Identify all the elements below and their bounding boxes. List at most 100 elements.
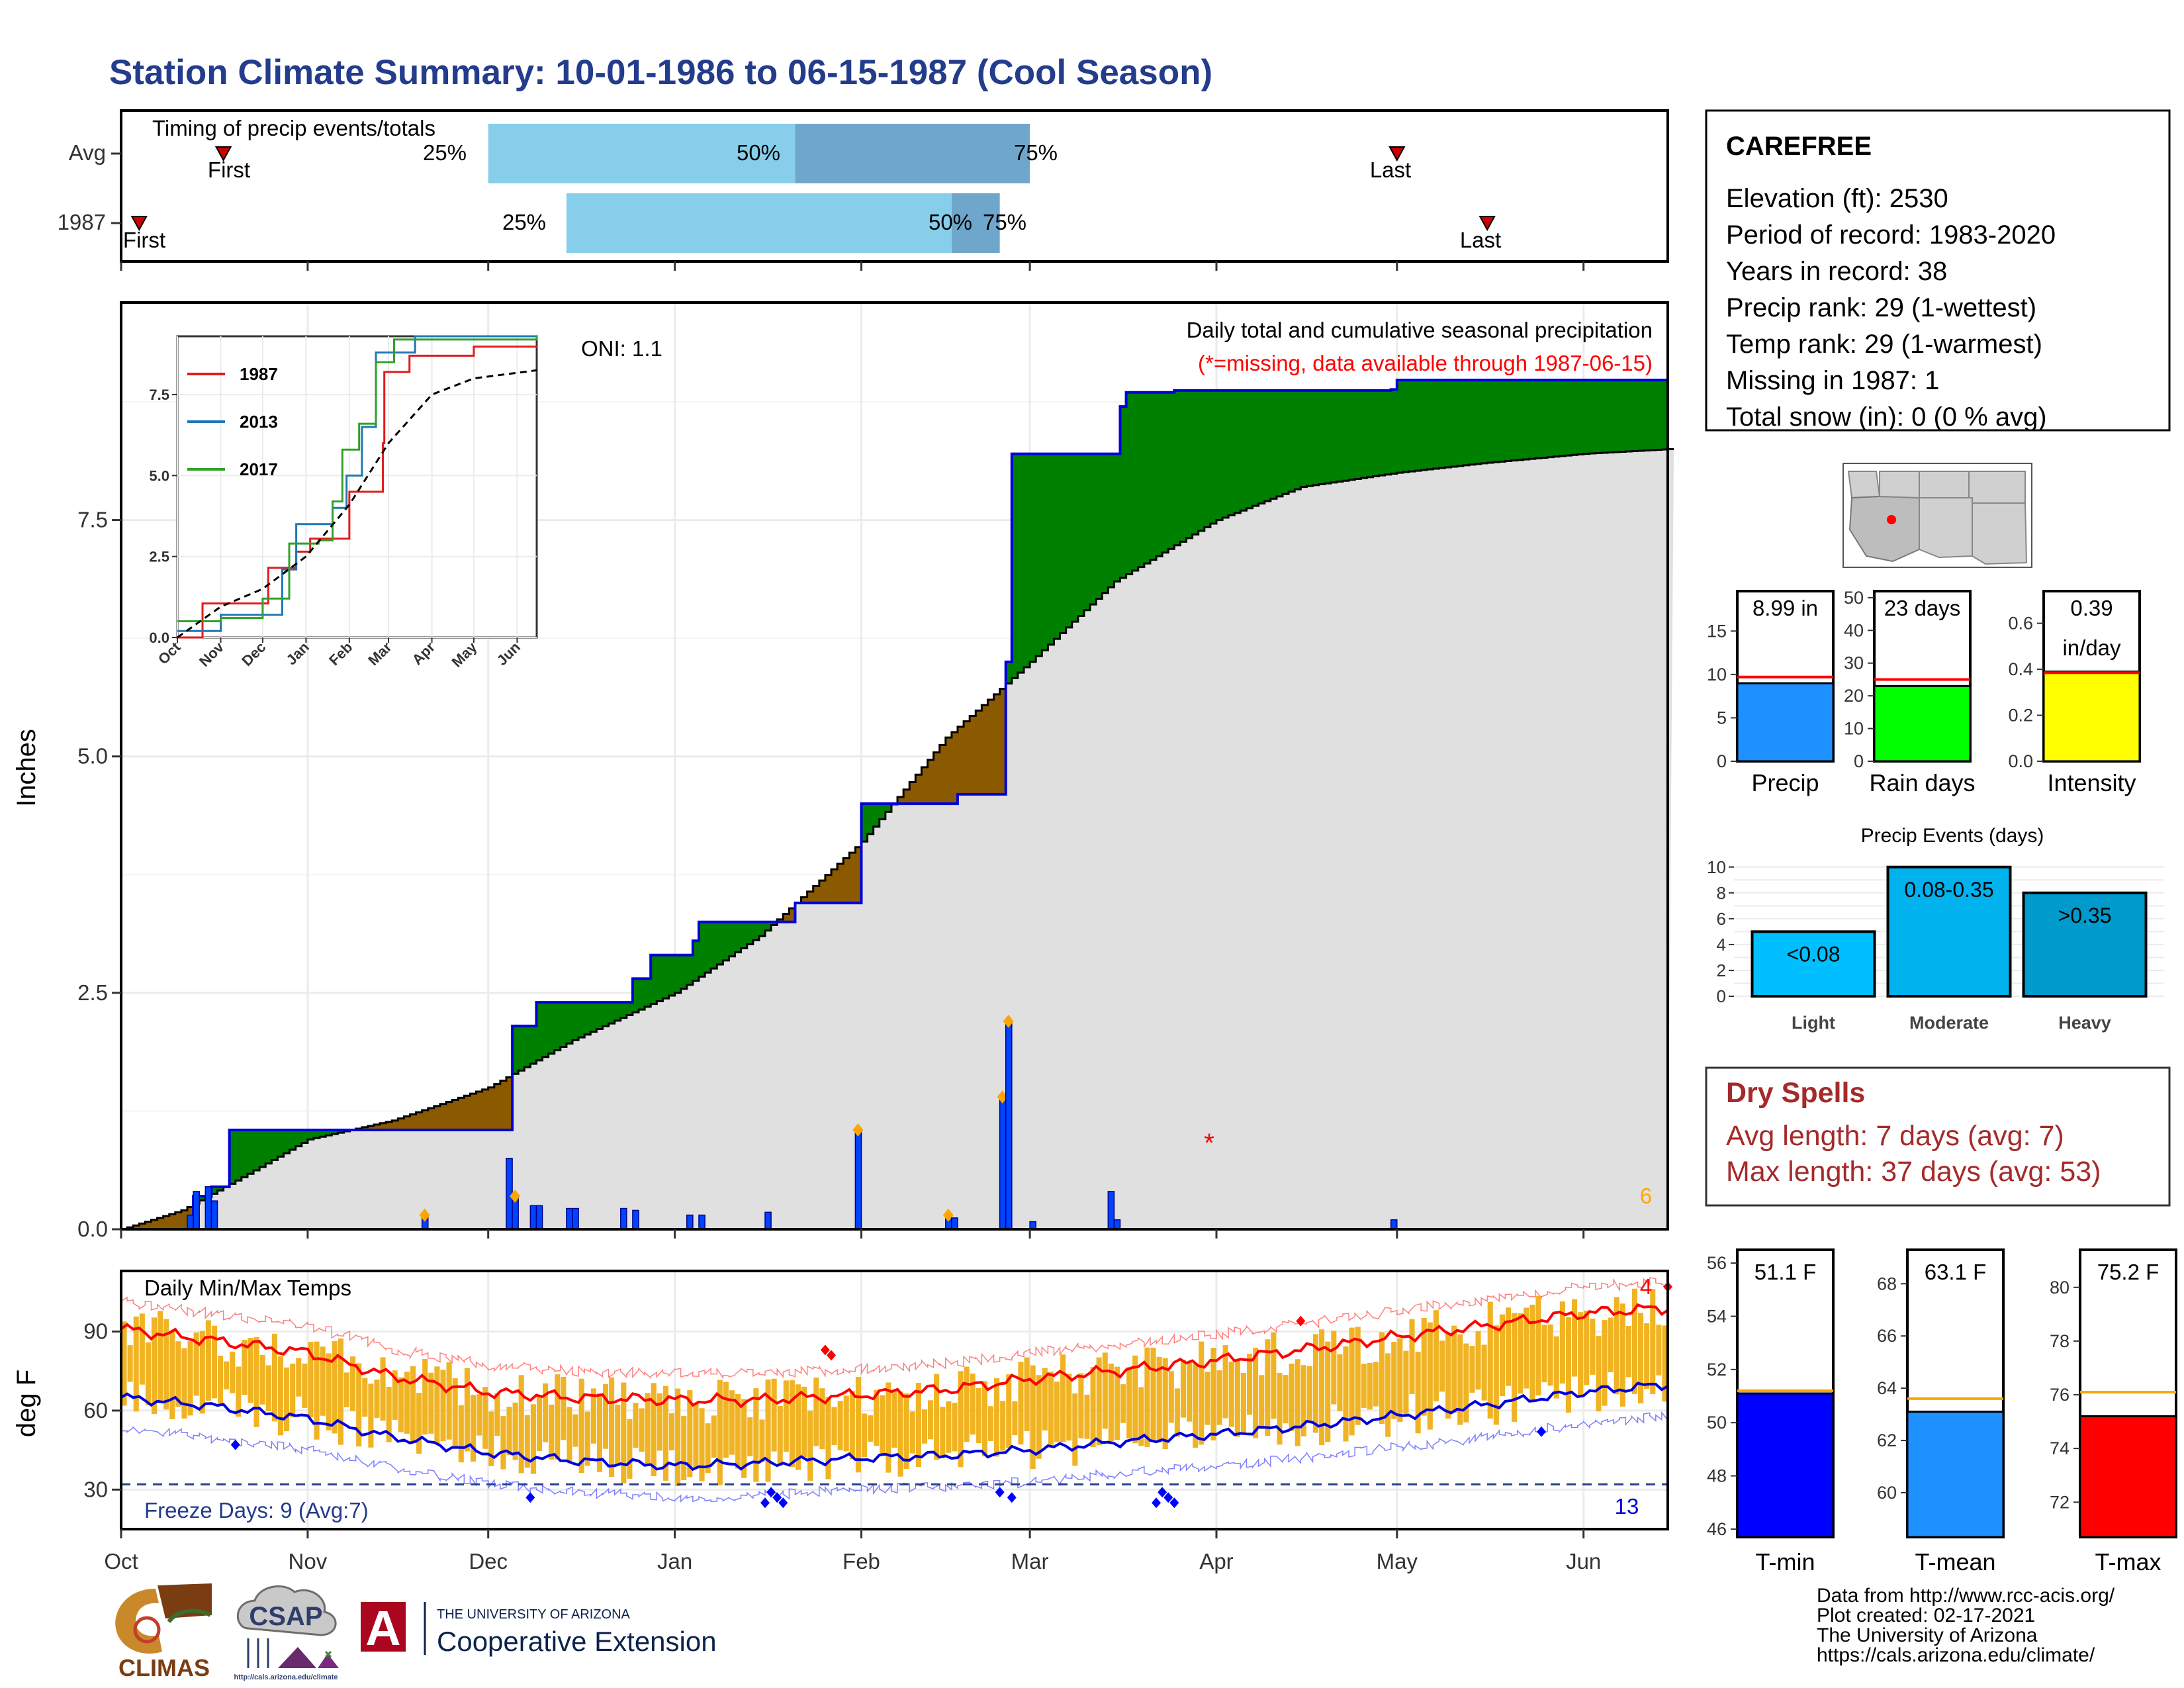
station-years: Years in record: 38 (1726, 257, 1947, 286)
daily-temp-bar (1614, 1297, 1619, 1395)
daily-temp-bar (392, 1370, 398, 1420)
daily-temp-bar (1463, 1343, 1469, 1423)
daily-temp-bar (1012, 1401, 1018, 1436)
daily-temp-bar (1000, 1401, 1006, 1451)
temp-bar-tick-label: 66 (1877, 1326, 1897, 1346)
daily-precip-bar (535, 1205, 543, 1230)
daily-precip-bar (187, 1214, 194, 1230)
daily-precip-bar (572, 1207, 579, 1230)
daily-temp-bar (482, 1387, 488, 1449)
daily-temp-bar (1271, 1332, 1277, 1419)
temp-bar-1 (1906, 1411, 2005, 1538)
daily-temp-bar (205, 1320, 211, 1401)
daily-temp-bar (921, 1409, 928, 1444)
daily-temp-bar (855, 1377, 861, 1473)
inset-series-2017 (177, 336, 538, 623)
inset-ytick-label: 0.0 (149, 630, 169, 646)
daily-temp-bar (1487, 1301, 1493, 1419)
daily-temp-bar (1547, 1324, 1553, 1386)
daily-temp-bar (1120, 1384, 1126, 1423)
daily-temp-bar (242, 1339, 248, 1395)
precip-ytick-label: 0.0 (77, 1217, 108, 1241)
mini-bar-tick-label: 10 (1707, 665, 1727, 684)
inset-legend-2013: 2013 (240, 412, 278, 432)
daily-temp-bar (1445, 1333, 1451, 1419)
daily-temp-bar (1084, 1394, 1090, 1439)
record-high-marker (827, 1350, 837, 1361)
daily-temp-bar (1054, 1382, 1060, 1442)
daily-temp-bar (795, 1384, 801, 1470)
dry-spells-avg: Avg length: 7 days (avg: 7) (1726, 1120, 2064, 1152)
dry-spells-title: Dry Spells (1726, 1077, 1865, 1109)
daily-temp-bar (934, 1374, 940, 1460)
daily-temp-bar (1187, 1361, 1193, 1422)
daily-precip-marker (852, 1123, 864, 1137)
daily-temp-bar (1283, 1375, 1289, 1424)
daily-temp-bar (488, 1411, 494, 1466)
daily-temp-bar (1222, 1345, 1228, 1419)
daily-temp-bar (145, 1342, 151, 1405)
daily-temp-bar (1631, 1288, 1638, 1394)
daily-temp-bar (1060, 1354, 1066, 1442)
record-low-marker (1169, 1497, 1179, 1509)
mini-bar-label: Intensity (2047, 769, 2136, 796)
daily-temp-bar (446, 1362, 452, 1440)
mini-bar-tick-label: 10 (1844, 719, 1864, 739)
freeze-days-label: Freeze Days: 9 (Avg:7) (144, 1498, 369, 1523)
daily-temp-bar (139, 1313, 145, 1385)
daily-temp-bar (374, 1380, 380, 1418)
temp-count-high: 4 (1640, 1274, 1652, 1299)
temp-ytick-label: 90 (83, 1319, 108, 1344)
daily-temp-bar (1126, 1367, 1132, 1438)
temp-bar-tick-label: 54 (1707, 1306, 1727, 1326)
station-elevation: Elevation (ft): 2530 (1726, 184, 1948, 213)
daily-temp-bar (1205, 1372, 1210, 1425)
daily-temp-bar (1433, 1310, 1439, 1402)
daily-temp-bar (1006, 1374, 1012, 1448)
daily-temp-bar (308, 1342, 314, 1418)
daily-precip-bar (566, 1207, 573, 1230)
daily-temp-bar (536, 1396, 543, 1452)
station-info-box: CAREFREE Elevation (ft): 2530 Period of … (1705, 109, 2171, 432)
daily-temp-bar (320, 1346, 326, 1416)
daily-temp-bar (326, 1353, 332, 1430)
daily-temp-bar (386, 1386, 392, 1442)
daily-temp-bar (1144, 1347, 1150, 1447)
daily-temp-bar (163, 1319, 169, 1410)
daily-temp-bar (729, 1390, 735, 1455)
temp-ytick-label: 30 (83, 1477, 108, 1501)
station-period: Period of record: 1983-2020 (1726, 220, 2056, 250)
precip-y-axis-label: Inches (12, 729, 41, 807)
daily-temp-bar (236, 1366, 242, 1417)
record-low-marker (1537, 1426, 1547, 1437)
temp-y-axis-label: deg F (12, 1370, 41, 1437)
daily-temp-bar (1602, 1320, 1608, 1406)
daily-temp-bar (753, 1388, 759, 1482)
daily-temp-bar (1409, 1319, 1415, 1394)
record-low-marker (1163, 1492, 1173, 1503)
station-temp-rank: Temp rank: 29 (1-warmest) (1726, 330, 2042, 359)
footer-line-2: Plot created: 02-17-2021 (1817, 1605, 2035, 1626)
daily-temp-bar (705, 1423, 711, 1474)
daily-temp-bar (422, 1358, 428, 1435)
daily-temp-bar (1072, 1393, 1078, 1466)
record-low-marker (766, 1487, 776, 1498)
daily-temp-bar (1150, 1347, 1156, 1442)
daily-temp-bar (1439, 1340, 1445, 1392)
daily-temp-bar (1512, 1313, 1518, 1422)
daily-precip-bar (999, 1096, 1007, 1230)
mini-bar-tick-label: 30 (1844, 653, 1864, 673)
daily-temp-bar (561, 1377, 567, 1440)
temp-bar-value: 75.2 F (2097, 1260, 2160, 1284)
station-location-dot (1887, 515, 1896, 524)
daily-temp-bar (1553, 1336, 1559, 1399)
daily-precip-bar (632, 1209, 639, 1230)
footer-line-4: https://cals.arizona.edu/climate/ (1817, 1644, 2095, 1666)
events-bar-1 (1886, 865, 2012, 998)
daily-temp-bar (1656, 1325, 1662, 1376)
daily-temp-bar (1373, 1362, 1379, 1407)
events-category-label: Heavy (2058, 1013, 2111, 1033)
x-tick-label: May (1377, 1549, 1418, 1573)
record-low-marker (230, 1439, 240, 1450)
daily-temp-bar (133, 1316, 139, 1412)
